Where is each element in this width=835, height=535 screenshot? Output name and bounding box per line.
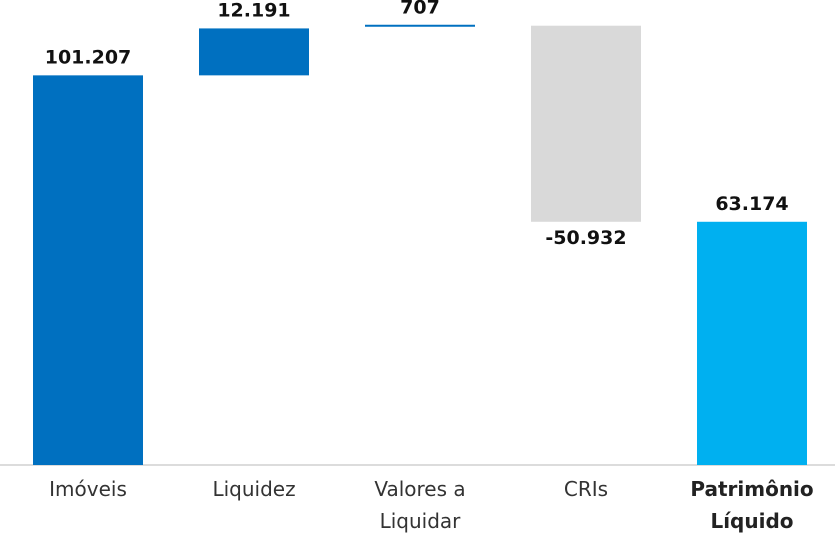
- x-tick-label: Liquidez: [212, 477, 296, 501]
- value-label: 12.191: [217, 0, 290, 21]
- x-tick-label: CRIs: [563, 477, 609, 501]
- bar: [531, 25, 641, 222]
- x-tick-label: Patrimônio Líquido: [690, 477, 814, 533]
- x-tick-label: Valores a Liquidar: [374, 477, 466, 533]
- value-label: -50.932: [545, 227, 626, 249]
- bar: [199, 28, 309, 76]
- value-label: 707: [400, 0, 440, 19]
- bar: [697, 221, 807, 465]
- bar: [33, 75, 143, 465]
- value-label: 63.174: [715, 193, 788, 215]
- x-tick-label: Imóveis: [49, 477, 127, 501]
- value-label: 101.207: [45, 46, 132, 68]
